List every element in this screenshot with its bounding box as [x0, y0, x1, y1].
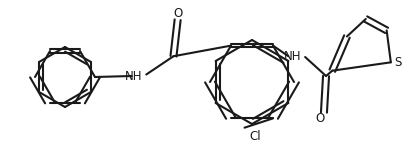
Text: NH: NH	[125, 69, 143, 83]
Text: O: O	[173, 7, 182, 20]
Text: NH: NH	[284, 50, 301, 63]
Text: O: O	[315, 112, 324, 125]
Text: S: S	[395, 56, 402, 69]
Text: Cl: Cl	[249, 130, 261, 143]
